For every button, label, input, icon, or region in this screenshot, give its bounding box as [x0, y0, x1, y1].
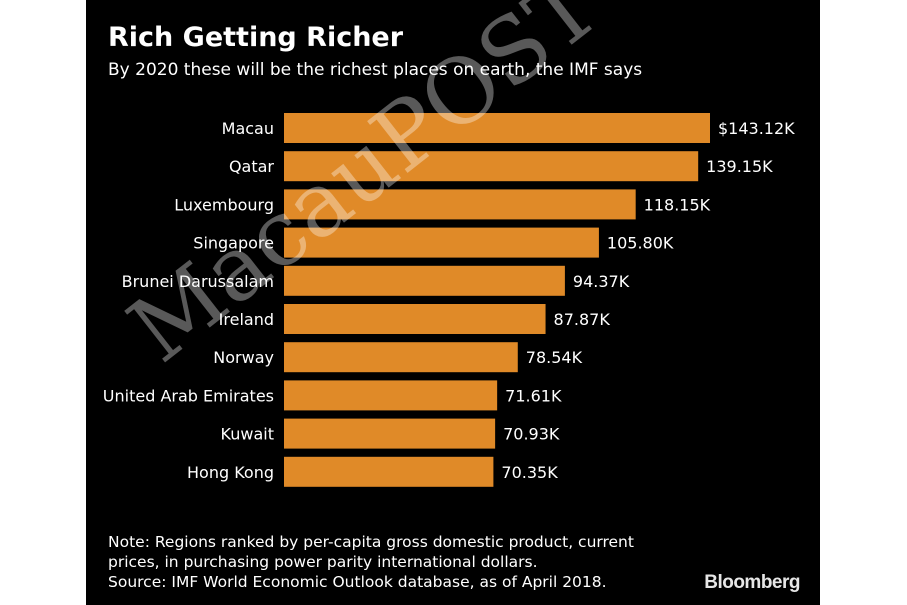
data-label: 94.37K	[573, 272, 630, 291]
data-label: $143.12K	[718, 119, 795, 138]
category-label: Ireland	[219, 310, 274, 329]
data-label: 70.35K	[501, 463, 558, 482]
bar-luxembourg	[284, 189, 636, 220]
category-label: Brunei Darussalam	[122, 272, 274, 291]
bar-kuwait	[284, 418, 496, 449]
data-label: 105.80K	[607, 234, 674, 253]
data-label: 87.87K	[554, 310, 611, 329]
note-line: prices, in purchasing power parity inter…	[108, 553, 538, 571]
category-label: Hong Kong	[187, 463, 274, 482]
chart-title: Rich Getting Richer	[108, 22, 404, 53]
data-label: 139.15K	[706, 157, 773, 176]
bar-hong-kong	[284, 456, 494, 487]
data-label: 70.93K	[503, 425, 560, 444]
category-label: Singapore	[193, 234, 274, 253]
bar-qatar	[284, 151, 699, 182]
category-label: Macau	[222, 119, 274, 138]
bar-ireland	[284, 304, 546, 334]
chart-subtitle: By 2020 these will be the richest places…	[108, 60, 643, 80]
category-label: United Arab Emirates	[103, 386, 274, 405]
bar-macau	[284, 113, 710, 143]
chart-note: Note: Regions ranked by per-capita gross…	[108, 532, 634, 592]
bar-chart: Macau $143.12K Qatar 139.15K Luxembourg 118.1…	[103, 113, 795, 487]
bar-brunei-darussalam	[284, 265, 565, 296]
data-label: 78.54K	[526, 348, 583, 367]
category-label: Qatar	[229, 157, 274, 176]
bar-singapore	[284, 227, 599, 258]
bloomberg-logo: Bloomberg	[704, 572, 800, 593]
data-label: 71.61K	[505, 386, 562, 405]
note-line: Note: Regions ranked by per-capita gross…	[108, 533, 634, 551]
category-label: Kuwait	[221, 425, 274, 444]
chart-panel: Rich Getting Richer By 2020 these will b…	[86, 0, 820, 605]
bar-norway	[284, 342, 518, 373]
source-line: Source: IMF World Economic Outlook datab…	[108, 573, 607, 591]
bar-united-arab-emirates	[284, 380, 498, 411]
category-label: Norway	[213, 348, 274, 367]
category-label: Luxembourg	[174, 195, 274, 214]
data-label: 118.15K	[644, 195, 711, 214]
